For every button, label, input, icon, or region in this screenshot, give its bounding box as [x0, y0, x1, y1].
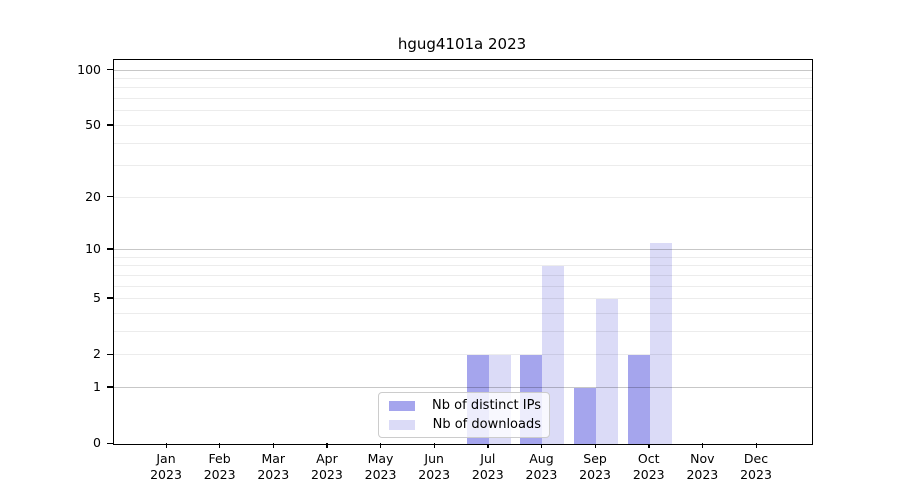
x-tick-label-feb: Feb 2023 — [203, 451, 236, 482]
x-tick-label-jan: Jan 2023 — [150, 451, 182, 482]
x-tick-label-jul: Jul 2023 — [471, 451, 504, 482]
x-tick-mark-dec — [755, 443, 757, 448]
gridline-5 — [114, 298, 812, 299]
gridline-1 — [114, 386, 812, 388]
chart-title: hgug4101a 2023 — [397, 35, 527, 53]
x-tick-mark-sep — [594, 443, 596, 448]
y-tick-label-10: 10 — [85, 240, 101, 256]
gridline-100 — [114, 69, 812, 71]
y-tick-mark-50 — [107, 124, 113, 126]
x-tick-mark-nov — [701, 443, 704, 448]
gridline-7 — [114, 274, 812, 276]
x-tick-mark-feb — [219, 443, 221, 448]
x-tick-label-may: May 2023 — [364, 451, 397, 482]
gridline-4 — [114, 312, 812, 314]
x-tick-mark-apr — [326, 443, 328, 448]
bar-downloads-sep — [596, 299, 619, 444]
gridline-40 — [114, 142, 812, 144]
y-tick-label-1: 1 — [93, 378, 101, 394]
x-tick-mark-oct — [648, 443, 650, 448]
y-tick-label-50: 50 — [85, 116, 101, 132]
x-tick-mark-jun — [433, 443, 435, 448]
x-tick-mark-mar — [272, 443, 275, 448]
y-tick-label-100: 100 — [77, 61, 101, 77]
y-tick-mark-20 — [107, 196, 113, 198]
y-tick-mark-1 — [107, 386, 113, 388]
legend-swatch-distinct-ips — [389, 400, 415, 411]
x-tick-label-apr: Apr 2023 — [311, 451, 343, 482]
y-tick-label-0: 0 — [93, 435, 101, 450]
x-tick-mark-aug — [540, 443, 543, 448]
x-tick-mark-jul — [487, 443, 489, 448]
bar-distinct-ips-sep — [574, 387, 597, 444]
legend: Nb of distinct IPs Nb of downloads — [378, 392, 550, 438]
x-tick-label-oct: Oct 2023 — [632, 451, 665, 482]
x-tick-label-mar: Mar 2023 — [257, 451, 290, 482]
x-tick-label-nov: Nov 2023 — [686, 451, 719, 482]
x-tick-label-sep: Sep 2023 — [579, 451, 611, 482]
y-tick-mark-5 — [107, 297, 113, 299]
x-tick-label-aug: Aug 2023 — [525, 451, 558, 482]
y-tick-mark-10 — [107, 248, 113, 250]
legend-row-distinct-ips: Nb of distinct IPs — [387, 398, 541, 413]
gridline-50 — [114, 124, 812, 126]
y-tick-label-5: 5 — [93, 289, 101, 305]
gridline-3 — [114, 330, 812, 332]
bar-downloads-oct — [649, 242, 672, 444]
gridline-9 — [114, 256, 812, 258]
gridline-8 — [114, 265, 812, 267]
y-tick-label-20: 20 — [85, 188, 101, 204]
legend-label-distinct-ips: Nb of distinct IPs — [432, 398, 541, 413]
gridline-20 — [114, 196, 812, 198]
y-tick-mark-0 — [107, 442, 113, 444]
y-tick-mark-2 — [107, 353, 113, 355]
gridline-80 — [114, 87, 812, 89]
y-tick-label-2: 2 — [93, 346, 101, 362]
gridline-2 — [114, 354, 812, 356]
gridline-10 — [114, 248, 812, 250]
legend-label-downloads: Nb of downloads — [432, 417, 541, 432]
gridline-6 — [114, 285, 812, 287]
legend-row-downloads: Nb of downloads — [387, 417, 541, 432]
gridline-70 — [114, 98, 812, 99]
x-tick-label-dec: Dec 2023 — [740, 451, 772, 482]
bar-distinct-ips-oct — [627, 355, 650, 444]
y-tick-mark-100 — [107, 69, 113, 71]
x-tick-mark-may — [380, 443, 382, 448]
gridline-90 — [114, 77, 812, 79]
plot-area — [113, 59, 813, 445]
gridline-30 — [114, 165, 812, 167]
legend-swatch-downloads — [389, 419, 415, 430]
x-tick-mark-jan — [165, 443, 167, 448]
gridline-60 — [114, 110, 812, 112]
x-tick-label-jun: Jun 2023 — [418, 451, 451, 482]
